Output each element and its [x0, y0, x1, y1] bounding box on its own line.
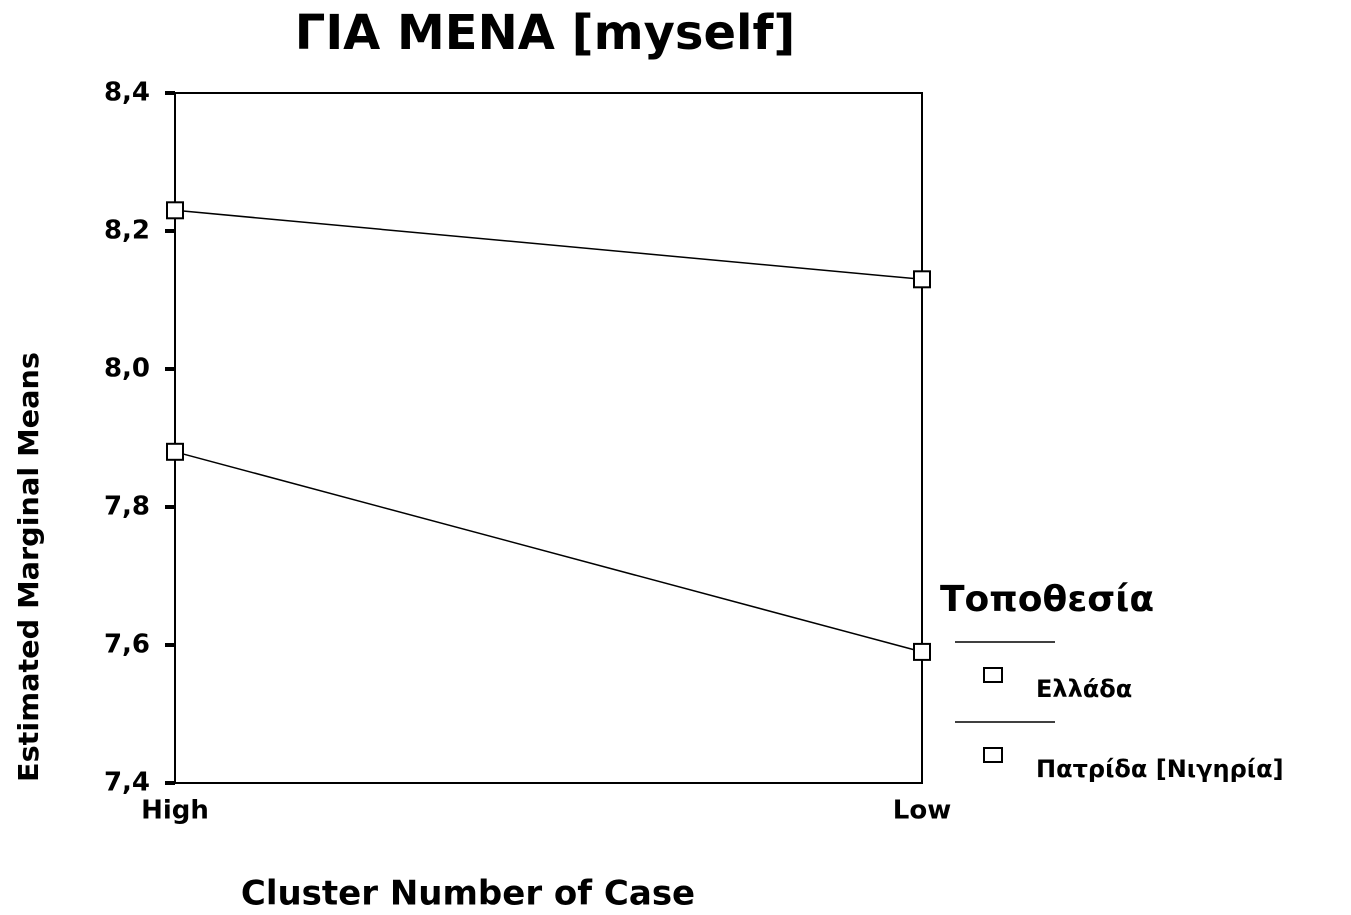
legend-title: Τοποθεσία	[940, 579, 1154, 620]
y-tick-label: 7,4	[104, 768, 150, 798]
series-line	[174, 451, 923, 653]
series-line	[174, 209, 923, 281]
legend-marker	[983, 667, 1003, 683]
y-tick-label: 7,6	[104, 630, 150, 660]
point-marker	[913, 270, 931, 289]
point-marker	[166, 201, 184, 220]
y-tick-label: 8,2	[104, 216, 150, 246]
y-tick-label: 8,0	[104, 354, 150, 384]
x-tick-label: High	[141, 796, 209, 826]
legend-label: Πατρίδα [Νιγηρία]	[1036, 755, 1284, 783]
legend-marker	[983, 747, 1003, 763]
x-axis-label: Cluster Number of Case	[241, 874, 695, 914]
y-axis-label: Estimated Marginal Means	[12, 352, 45, 782]
point-marker	[166, 442, 184, 461]
y-tick-label: 8,4	[104, 78, 150, 108]
plot-frame	[174, 92, 923, 784]
chart-title: ΓΙΑ ΜΕΝΑ [myself]	[295, 5, 796, 61]
x-tick-label: Low	[893, 796, 951, 826]
y-tick-label: 7,8	[104, 492, 150, 522]
point-marker	[913, 642, 931, 661]
legend-label: Ελλάδα	[1036, 675, 1132, 703]
